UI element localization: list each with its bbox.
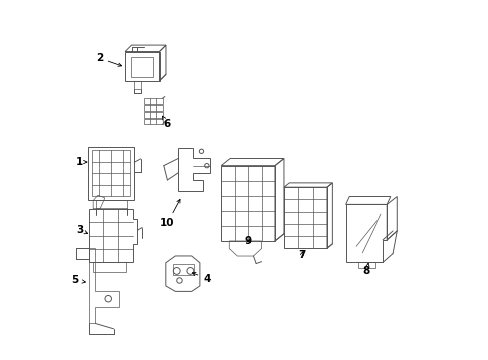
Text: 7: 7: [298, 250, 305, 260]
Text: 9: 9: [244, 236, 251, 246]
Text: 5: 5: [71, 275, 85, 285]
Text: 2: 2: [96, 53, 122, 66]
Text: 4: 4: [192, 273, 210, 284]
Text: 8: 8: [362, 263, 369, 276]
Text: 3: 3: [76, 225, 87, 235]
Text: 6: 6: [162, 116, 171, 129]
Text: 1: 1: [76, 157, 87, 167]
Text: 10: 10: [160, 199, 180, 228]
